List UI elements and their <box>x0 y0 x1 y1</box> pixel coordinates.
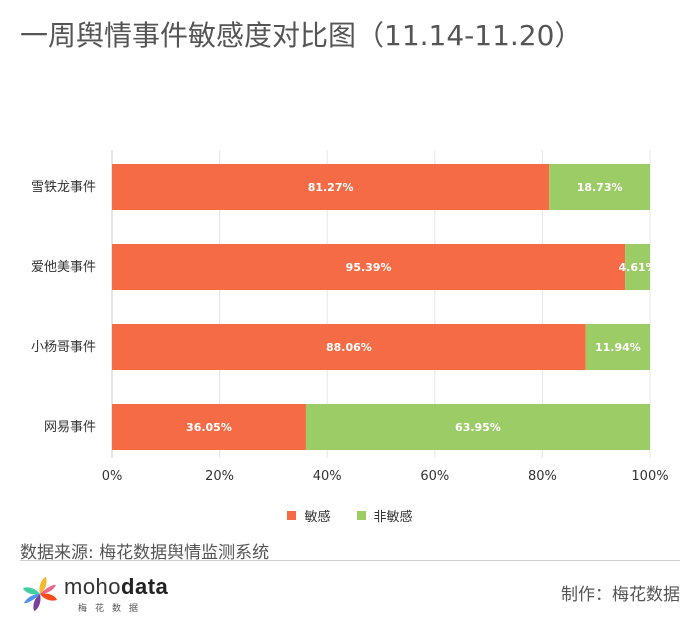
x-tick-label: 60% <box>420 469 449 484</box>
x-tick-label: 40% <box>313 469 342 484</box>
data-label: 63.95% <box>455 421 501 434</box>
bar-segment-non-sensitive[interactable] <box>585 324 650 370</box>
legend-label-sensitive: 敏感 <box>304 510 331 525</box>
data-label: 18.73% <box>577 181 623 194</box>
bar-segment-sensitive[interactable] <box>112 244 626 290</box>
bar-segment-non-sensitive[interactable] <box>625 244 650 290</box>
category-label: 爱他美事件 <box>31 260 96 275</box>
x-tick-label: 20% <box>205 469 234 484</box>
data-label: 95.39% <box>346 261 392 274</box>
bar-segment-sensitive[interactable] <box>112 164 550 210</box>
data-source: 数据来源: 梅花数据舆情监测系统 <box>20 543 270 563</box>
pinwheel-logo-icon <box>23 577 57 611</box>
bar-segment-sensitive[interactable] <box>112 404 306 450</box>
x-tick-label: 100% <box>631 469 668 484</box>
category-label: 网易事件 <box>44 420 96 435</box>
logo-subtitle: 梅花数据 <box>78 604 147 614</box>
x-tick-label: 80% <box>528 469 557 484</box>
x-tick-label: 0% <box>102 469 123 484</box>
bar-segment-non-sensitive[interactable] <box>549 164 650 210</box>
data-label: 36.05% <box>186 421 232 434</box>
logo-wordmark: mohodata <box>64 574 169 599</box>
legend: 敏感 非敏感 <box>0 506 700 525</box>
data-label: 88.06% <box>326 341 372 354</box>
mohodata-logo: mohodata 梅花数据 <box>20 574 168 614</box>
legend-item-non-sensitive[interactable]: 非敏感 <box>356 506 413 525</box>
data-label: 81.27% <box>308 181 354 194</box>
legend-swatch-non-sensitive <box>356 511 366 520</box>
category-label: 雪铁龙事件 <box>31 180 96 195</box>
bar-segment-sensitive[interactable] <box>112 324 586 370</box>
category-label: 小杨哥事件 <box>31 340 96 355</box>
footer-divider <box>20 560 680 561</box>
chart-title: 一周舆情事件敏感度对比图（11.14-11.20） <box>20 19 583 52</box>
bar-segment-non-sensitive[interactable] <box>305 404 650 450</box>
data-label: 11.94% <box>595 341 641 354</box>
legend-item-sensitive[interactable]: 敏感 <box>287 506 331 525</box>
data-label: 4.61% <box>619 261 657 274</box>
legend-label-non-sensitive: 非敏感 <box>373 510 413 525</box>
legend-swatch-sensitive <box>287 511 297 520</box>
credit-text: 制作：梅花数据 <box>561 585 680 605</box>
stacked-bar-chart: 0% 20% 40% 60% 80% 100% 雪铁龙事件 81.27% 18.73% 爱他美事件… <box>31 150 669 484</box>
